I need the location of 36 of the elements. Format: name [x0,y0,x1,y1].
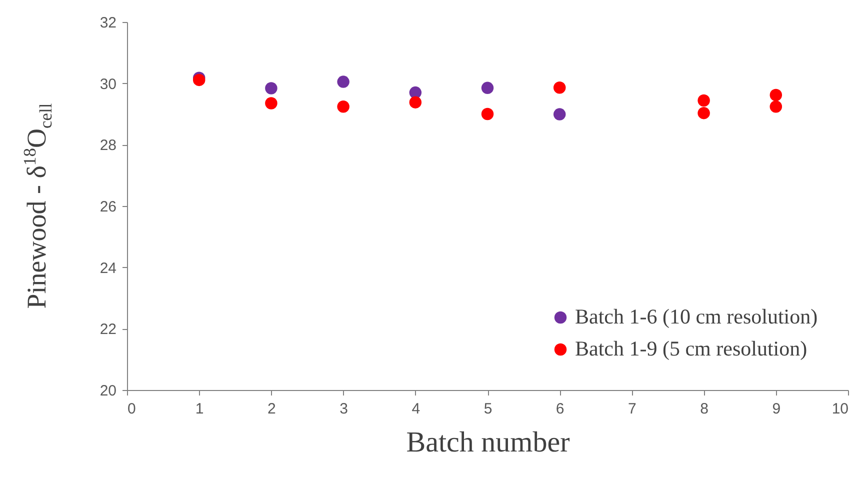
point [337,76,350,88]
y-tick-label: 30 [100,76,116,93]
x-tick-label: 1 [195,400,204,418]
point [698,106,710,120]
point [770,88,782,102]
y-tick-label: 22 [100,321,116,338]
x-tick-label: 5 [484,400,492,418]
x-tick-label: 4 [412,400,420,418]
point [481,82,494,94]
x-tick-label: 3 [340,400,348,418]
x-tick-label: 7 [628,400,636,418]
point [553,108,566,120]
point [192,74,206,86]
point [265,82,278,94]
x-tick-label: 2 [268,400,276,418]
point [770,100,782,113]
x-tick-label: 0 [128,400,136,418]
y-tick-label: 24 [100,260,116,277]
x-tick-label: 10 [832,400,848,418]
y-tick-label: 20 [100,382,116,400]
y-tick-label: 32 [100,14,116,32]
point [698,94,710,107]
y-tick-label: 26 [100,198,116,216]
point [265,97,278,110]
legend-label: Batch 1-9 (5 cm resolution) [575,336,808,360]
x-tick-label: 8 [700,400,708,418]
point [553,82,566,94]
x-tick-label: 9 [772,400,781,418]
x-tick-label: 6 [556,400,564,418]
point [409,96,422,108]
legend-label: Batch 1-6 (10 cm resolution) [575,304,818,328]
x-axis-title: Batch number [406,426,570,458]
point [481,108,494,120]
point [409,86,422,99]
y-tick-label: 28 [100,137,116,154]
point [337,100,350,113]
